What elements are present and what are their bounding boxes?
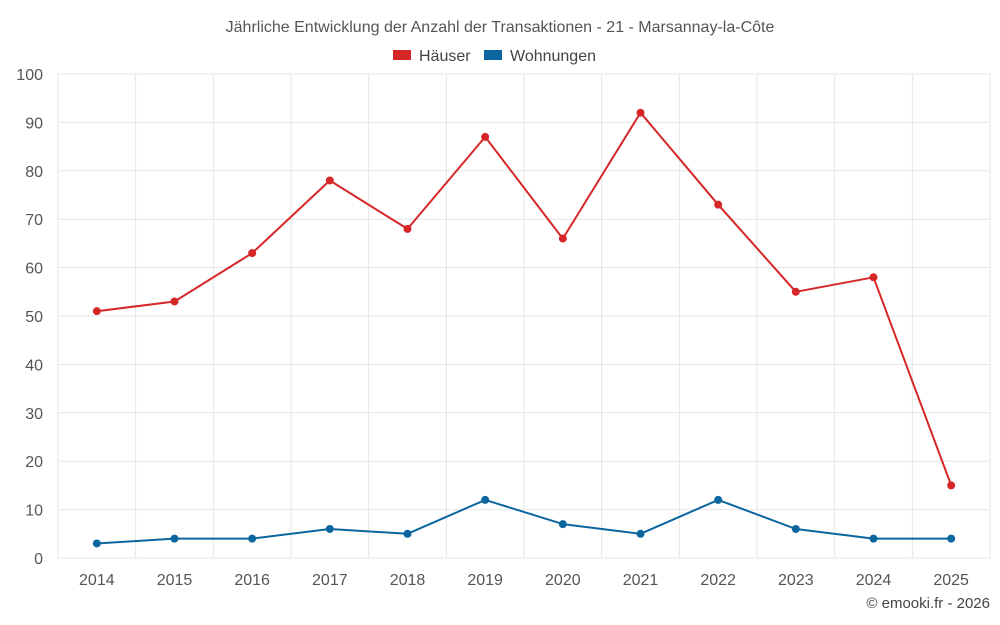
y-tick-label: 80 <box>25 164 43 181</box>
series-wohnungen <box>92 495 956 548</box>
data-point-haeuser[interactable] <box>170 297 179 306</box>
data-point-wohnungen[interactable] <box>636 529 645 538</box>
x-tick-label: 2021 <box>623 572 659 589</box>
series-line-haeuser <box>96 111 953 486</box>
data-point-wohnungen[interactable] <box>325 524 334 533</box>
x-tick-label: 2014 <box>79 572 115 589</box>
y-tick-label: 60 <box>25 261 43 278</box>
data-point-wohnungen[interactable] <box>714 495 723 504</box>
data-point-haeuser[interactable] <box>791 287 800 296</box>
series-group <box>92 108 956 548</box>
data-point-wohnungen[interactable] <box>558 520 567 529</box>
y-tick-label: 0 <box>34 551 43 568</box>
data-point-wohnungen[interactable] <box>92 539 101 548</box>
series-haeuser <box>92 108 956 490</box>
copyright-text: © emooki.fr - 2026 <box>866 595 990 612</box>
legend-item-haeuser[interactable]: Häuser <box>393 48 471 65</box>
data-point-haeuser[interactable] <box>325 176 334 185</box>
x-tick-label: 2018 <box>390 572 426 589</box>
x-tick-label: 2022 <box>700 572 736 589</box>
x-tick-label: 2024 <box>856 572 892 589</box>
legend: Häuser Wohnungen <box>393 48 596 65</box>
x-tick-label: 2017 <box>312 572 348 589</box>
data-point-haeuser[interactable] <box>481 132 490 141</box>
y-tick-label: 90 <box>25 115 43 132</box>
legend-label-wohnungen: Wohnungen <box>510 48 596 65</box>
data-point-haeuser[interactable] <box>248 249 257 258</box>
series-line-wohnungen <box>96 498 952 545</box>
y-tick-label: 10 <box>25 503 43 520</box>
x-tick-label: 2025 <box>933 572 969 589</box>
y-tick-label: 20 <box>25 454 43 471</box>
data-point-haeuser[interactable] <box>92 307 101 316</box>
data-point-wohnungen[interactable] <box>481 495 490 504</box>
data-point-haeuser[interactable] <box>558 234 567 243</box>
x-tick-label: 2020 <box>545 572 581 589</box>
y-tick-label: 40 <box>25 357 43 374</box>
legend-swatch-wohnungen <box>484 50 502 60</box>
data-point-wohnungen[interactable] <box>947 534 956 543</box>
x-tick-label: 2019 <box>467 572 503 589</box>
data-point-wohnungen[interactable] <box>248 534 257 543</box>
data-point-haeuser[interactable] <box>714 200 723 209</box>
data-point-wohnungen[interactable] <box>869 534 878 543</box>
data-point-wohnungen[interactable] <box>170 534 179 543</box>
y-axis: 0 10 20 30 40 50 60 70 80 90 100 <box>16 67 43 568</box>
x-tick-label: 2015 <box>157 572 193 589</box>
y-tick-label: 100 <box>16 67 43 84</box>
x-axis: 2014 2015 2016 2017 2018 2019 2020 2021 2022 2023… <box>79 572 969 589</box>
y-tick-label: 70 <box>25 212 43 229</box>
legend-item-wohnungen[interactable]: Wohnungen <box>484 48 596 65</box>
grid <box>57 73 991 559</box>
legend-label-haeuser: Häuser <box>419 48 471 65</box>
y-tick-label: 50 <box>25 309 43 326</box>
y-tick-label: 30 <box>25 406 43 423</box>
data-point-wohnungen[interactable] <box>791 524 800 533</box>
data-point-haeuser[interactable] <box>403 224 412 233</box>
chart-title: Jährliche Entwicklung der Anzahl der Tra… <box>226 19 775 36</box>
data-point-haeuser[interactable] <box>636 108 645 117</box>
data-point-haeuser[interactable] <box>869 273 878 282</box>
data-point-wohnungen[interactable] <box>403 529 412 538</box>
x-tick-label: 2016 <box>234 572 270 589</box>
legend-swatch-haeuser <box>393 50 411 60</box>
x-tick-label: 2023 <box>778 572 814 589</box>
data-point-haeuser[interactable] <box>947 481 956 490</box>
